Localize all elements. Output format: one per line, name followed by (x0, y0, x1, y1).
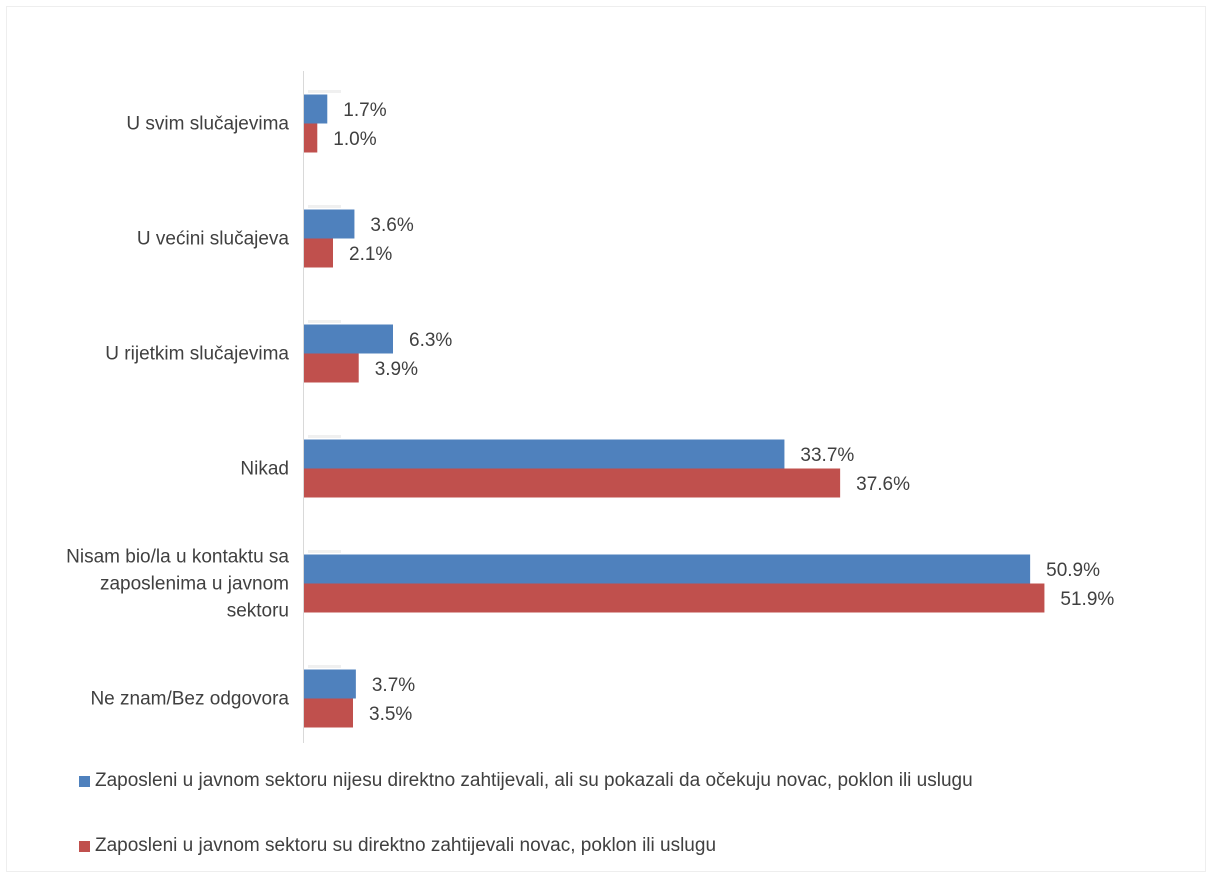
data-label-series-2-2: 2.1% (349, 244, 392, 265)
legend-label-series-1: Zaposleni u javnom sektoru nijesu direkt… (95, 770, 973, 791)
data-label-series-2-4: 37.6% (856, 474, 910, 495)
data-label-series-1-4: 33.7% (800, 445, 854, 466)
data-label-series-1-5: 50.9% (1046, 560, 1100, 581)
bar-chart: U svim slučajevima 1.7% 1.0% U većini sluča… (66, 71, 1114, 743)
chart-frame: U svim slučajevima 1.7% 1.0% U većini sluča… (6, 6, 1206, 872)
category-label-6: Ne znam/Bez odgovora (90, 689, 289, 710)
legend-item-series-1: Zaposleni u javnom sektoru nijesu direkt… (79, 770, 973, 792)
bar-series-2-3 (304, 353, 359, 383)
category-label-5: Nisam bio/la u kontaktu sa zaposlenima u … (66, 547, 289, 622)
legend-swatch-series-1 (79, 775, 90, 787)
data-label-series-2-3: 3.9% (375, 359, 418, 380)
bar-series-2-6 (304, 698, 353, 728)
category-label-4: Nikad (240, 459, 289, 480)
data-label-series-1-2: 3.6% (370, 215, 413, 236)
data-label-series-2-1: 1.0% (333, 129, 376, 150)
bar-series-1-3 (304, 324, 393, 354)
legend-label-series-2: Zaposleni u javnom sektoru su direktno z… (95, 835, 717, 856)
data-label-series-1-3: 6.3% (409, 330, 452, 351)
data-label-series-1-6: 3.7% (372, 675, 415, 696)
bar-series-1-5 (304, 554, 1031, 584)
legend-swatch-series-2 (79, 840, 90, 852)
bar-series-2-2 (304, 238, 333, 268)
bar-series-1-6 (304, 669, 356, 699)
category-label-2: U većini slučajeva (137, 229, 289, 250)
bar-series-2-5 (304, 583, 1045, 613)
data-label-series-2-5: 51.9% (1060, 589, 1114, 610)
legend-item-series-2: Zaposleni u javnom sektoru su direktno z… (79, 835, 716, 857)
bar-series-2-1 (304, 123, 318, 153)
bar-series-1-1 (304, 94, 328, 124)
category-label-1: U svim slučajevima (126, 114, 289, 135)
bar-series-1-2 (304, 209, 355, 239)
data-label-series-2-6: 3.5% (369, 704, 412, 725)
data-label-series-1-1: 1.7% (343, 100, 386, 121)
category-label-3: U rijetkim slučajevima (105, 344, 289, 365)
bar-series-1-4 (304, 439, 785, 469)
bar-series-2-4 (304, 468, 841, 498)
